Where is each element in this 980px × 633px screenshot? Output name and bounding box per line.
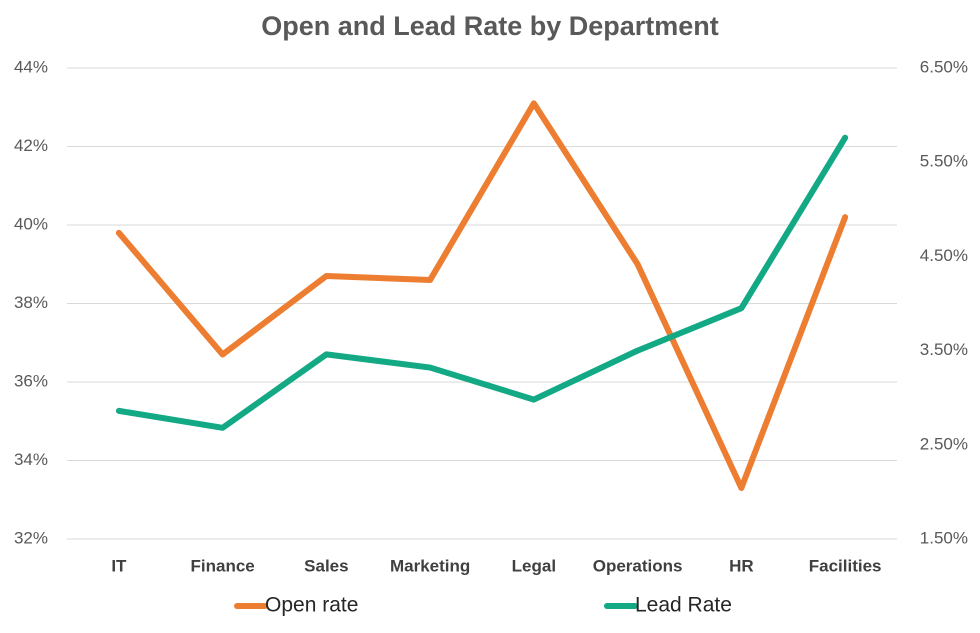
- y-tick-label: 34%: [14, 450, 48, 469]
- y-tick-label: 42%: [14, 136, 48, 155]
- y-tick-label: 38%: [14, 293, 48, 312]
- y2-tick-label: 3.50%: [920, 340, 968, 359]
- legend-label: Open rate: [265, 594, 358, 617]
- x-tick-label: Facilities: [809, 556, 882, 575]
- chart-title: Open and Lead Rate by Department: [261, 11, 719, 41]
- y2-tick-label: 2.50%: [920, 434, 968, 453]
- y-tick-label: 44%: [14, 57, 48, 76]
- x-tick-label: HR: [729, 556, 754, 575]
- series-line: [115, 134, 849, 431]
- x-tick-label: Sales: [304, 556, 348, 575]
- x-tick-label: Legal: [512, 556, 556, 575]
- y2-tick-label: 4.50%: [920, 246, 968, 265]
- y2-tick-label: 5.50%: [920, 152, 968, 171]
- legend-label: Lead Rate: [635, 594, 732, 617]
- y2-tick-label: 6.50%: [920, 57, 968, 76]
- series-line: [115, 100, 849, 491]
- y2-tick-label: 1.50%: [920, 528, 968, 547]
- y-tick-label: 40%: [14, 214, 48, 233]
- y-tick-label: 32%: [14, 528, 48, 547]
- y-tick-label: 36%: [14, 371, 48, 390]
- x-tick-label: IT: [111, 556, 127, 575]
- x-tick-label: Operations: [593, 556, 683, 575]
- x-tick-label: Marketing: [390, 556, 470, 575]
- x-tick-label: Finance: [191, 556, 255, 575]
